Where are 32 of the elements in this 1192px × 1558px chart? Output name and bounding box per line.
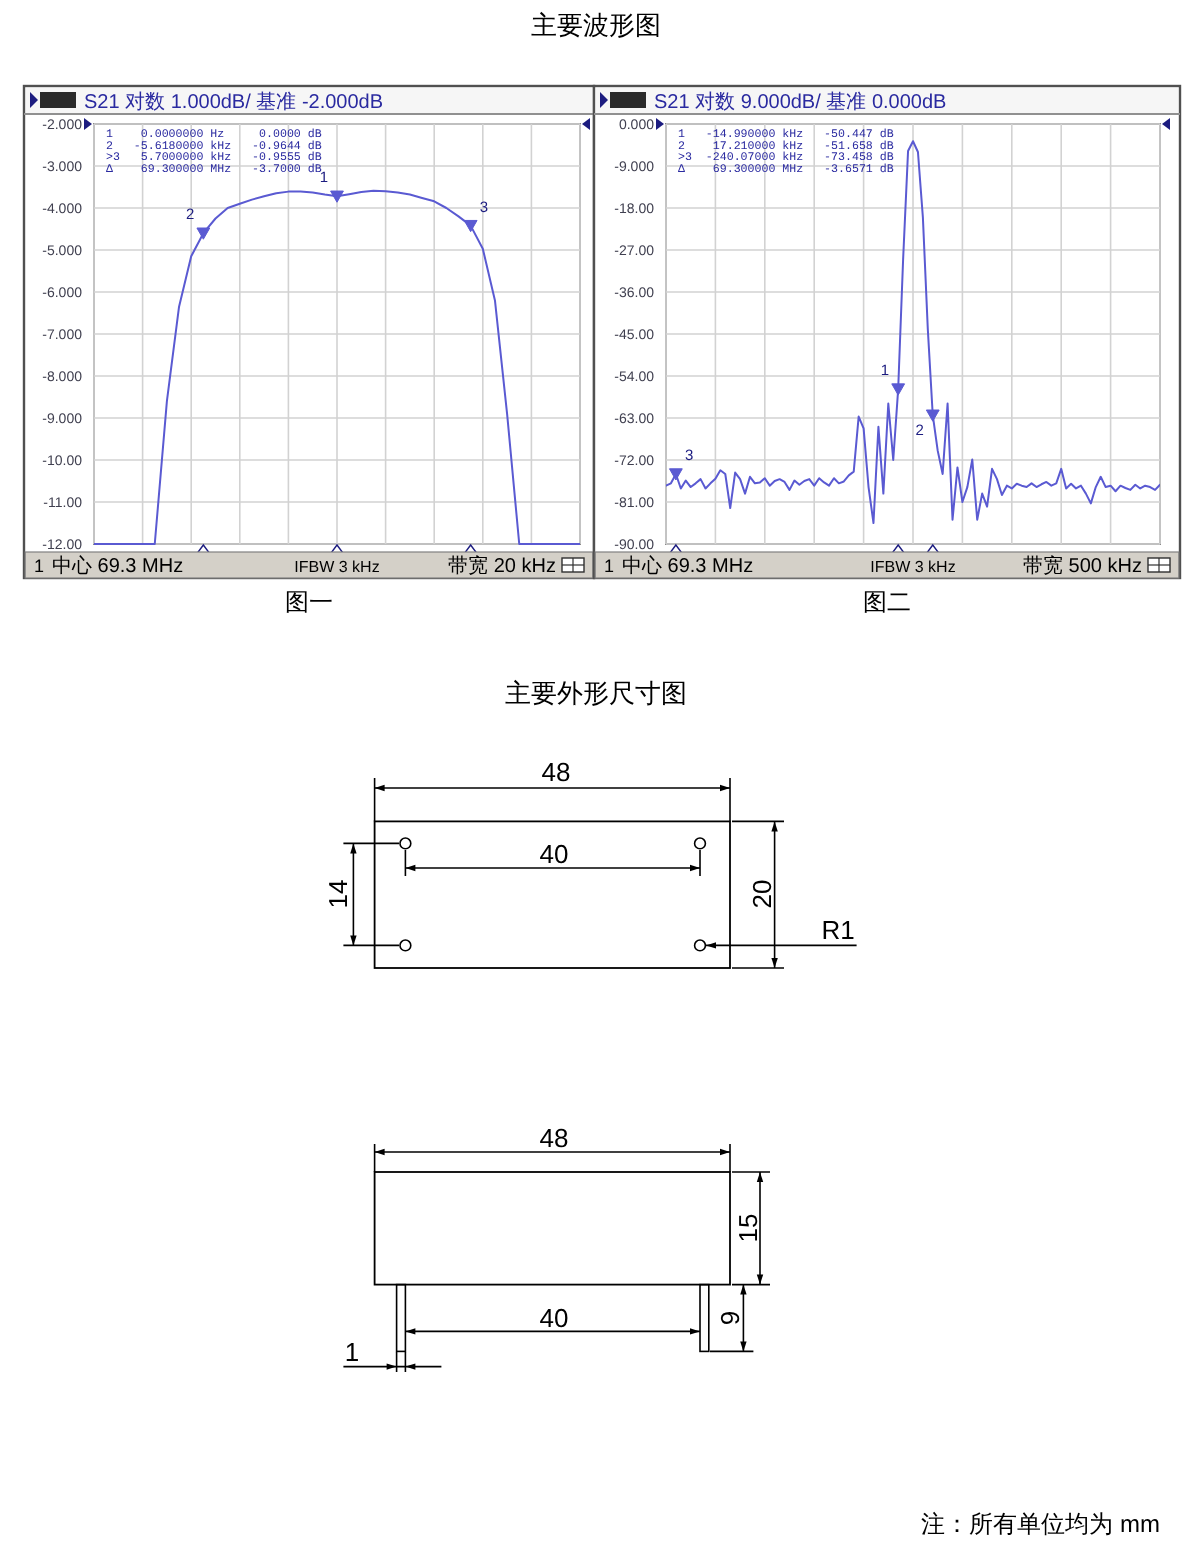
- text: 中心 69.3 MHz: [52, 554, 184, 578]
- text: 15: [733, 1213, 764, 1243]
- text: 图二: [863, 588, 911, 616]
- text: 48: [541, 757, 571, 788]
- text: 9: [715, 1310, 746, 1326]
- text: 图一: [285, 588, 333, 616]
- text: 中心 69.3 MHz: [622, 554, 754, 578]
- point: [925, 409, 940, 422]
- chart-subtitle: S21 对数 1.000dB/ 基准 -2.000dB: [84, 90, 384, 114]
- text: 20: [747, 879, 778, 909]
- point: [668, 468, 683, 481]
- point: [196, 227, 211, 240]
- text: 主要外形尺寸图: [505, 678, 687, 708]
- text: 带宽 500 kHz: [1023, 554, 1142, 578]
- text: 40: [539, 839, 569, 870]
- text: IFBW 3 kHz: [870, 558, 956, 576]
- text: 1: [604, 556, 615, 576]
- text: 48: [539, 1123, 569, 1154]
- text: 1: [344, 1337, 360, 1368]
- point: [463, 219, 478, 233]
- chart-subtitle: S21 对数 9.000dB/ 基准 0.000dB: [654, 90, 948, 114]
- text: R1: [821, 915, 855, 946]
- text: IFBW 3 kHz: [294, 558, 380, 576]
- text: 40: [539, 1303, 569, 1334]
- point: [891, 383, 906, 396]
- text: 1: [34, 556, 45, 576]
- line-series: [666, 140, 1160, 524]
- text: 14: [323, 879, 354, 909]
- text: 带宽 20 kHz: [448, 554, 556, 578]
- chart-title: 主要波形图: [531, 10, 661, 40]
- point: [330, 190, 344, 203]
- text: 注：所有单位均为 mm: [921, 1510, 1160, 1538]
